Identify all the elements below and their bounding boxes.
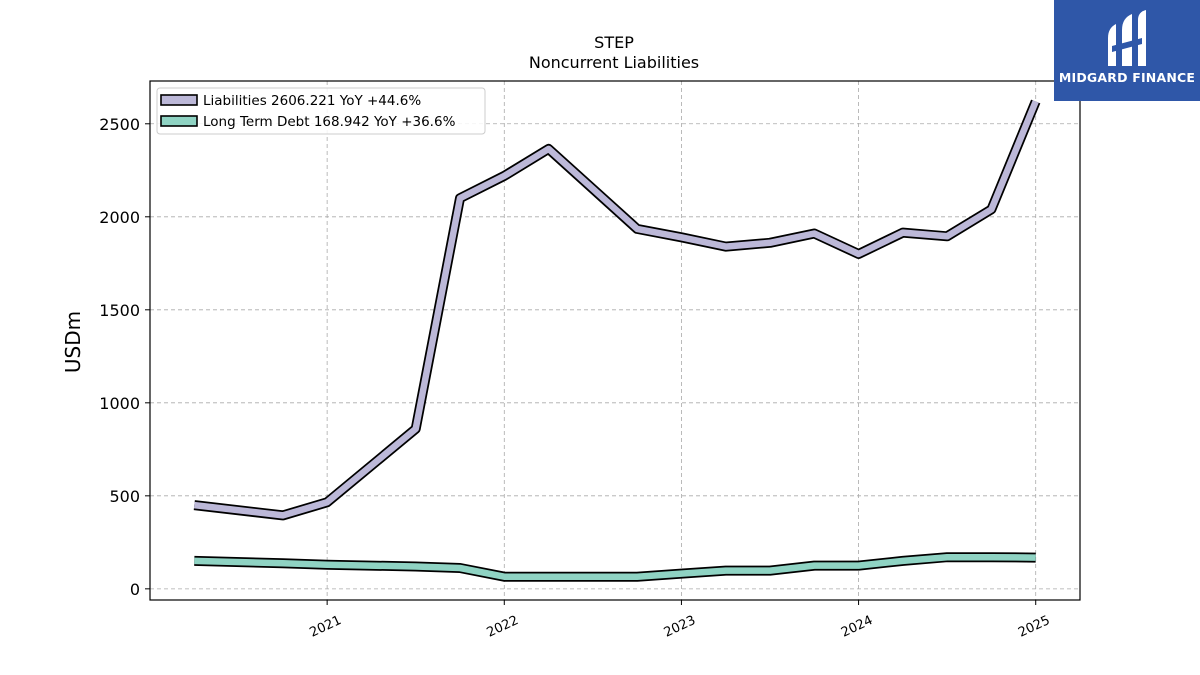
x-tick-label: 2025 (1016, 613, 1052, 641)
y-tick-label: 500 (109, 487, 140, 506)
logo-text: MIDGARD FINANCE (1058, 70, 1196, 85)
x-tick-label: 2023 (662, 613, 698, 641)
x-tick-label: 2022 (485, 613, 521, 641)
chart-title: STEP (594, 33, 634, 52)
x-tick-label: 2021 (307, 613, 343, 641)
legend-swatch (160, 94, 198, 106)
y-tick-label: 1500 (99, 301, 140, 320)
legend-label: Long Term Debt 168.942 YoY +36.6% (203, 114, 456, 130)
grid (150, 81, 1080, 600)
legend-label: Liabilities 2606.221 YoY +44.6% (203, 93, 421, 109)
y-axis-label: USDm (61, 311, 85, 373)
logo-mark-icon (1108, 10, 1146, 66)
series-layer (193, 99, 1041, 582)
series-line (193, 100, 1039, 519)
legend: Liabilities 2606.221 YoY +44.6% Long Term… (156, 87, 486, 135)
x-tick-label: 2024 (839, 613, 875, 641)
series-line (194, 553, 1036, 580)
series-line-outline (193, 99, 1041, 521)
y-tick-label: 1000 (99, 394, 140, 413)
legend-box (156, 87, 486, 135)
brand-logo: MIDGARD FINANCE (1054, 0, 1200, 101)
y-tick-label: 0 (130, 580, 140, 599)
y-tick-label: 2500 (99, 115, 140, 134)
legend-swatch (160, 115, 198, 127)
y-tick-label: 2000 (99, 208, 140, 227)
plot-frame (149, 80, 1081, 601)
chart-subtitle: Noncurrent Liabilities (529, 53, 699, 72)
